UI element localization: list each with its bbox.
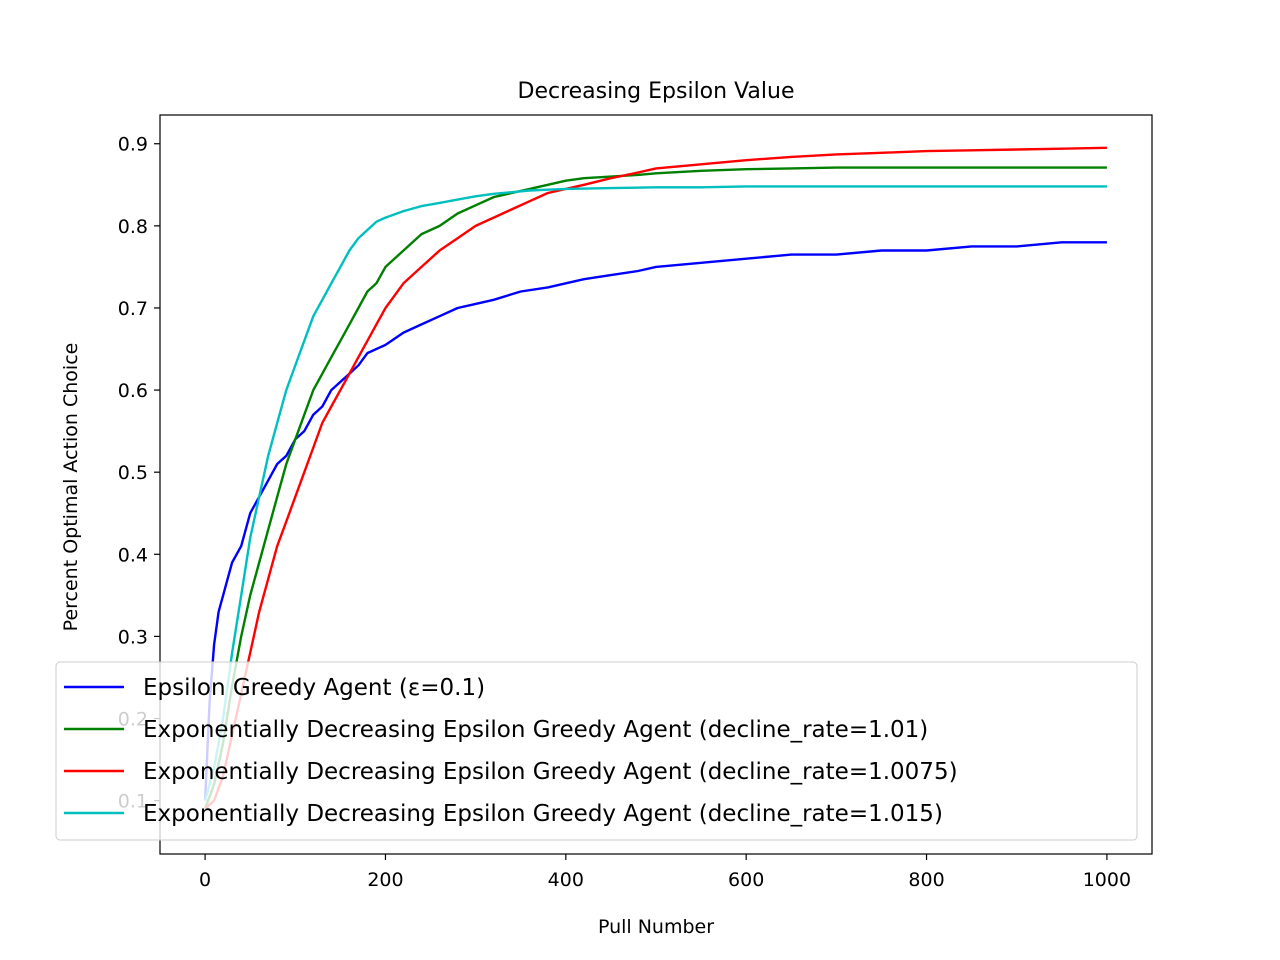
x-axis: 0 200 400 600 800 1000 bbox=[199, 854, 1131, 891]
y-tick-label: 0.3 bbox=[118, 626, 148, 648]
y-tick-label: 0.7 bbox=[118, 298, 148, 320]
chart-title: Decreasing Epsilon Value bbox=[518, 79, 795, 104]
series-line-2 bbox=[203, 166, 1107, 810]
series-layer bbox=[203, 146, 1107, 810]
x-tick-label: 800 bbox=[908, 869, 944, 891]
y-axis-label: Percent Optimal Action Choice bbox=[60, 343, 82, 632]
y-tick-label: 0.4 bbox=[118, 544, 148, 566]
x-tick-label: 600 bbox=[728, 869, 764, 891]
y-tick-label: 0.9 bbox=[118, 134, 148, 156]
y-tick-label: 0.6 bbox=[118, 380, 148, 402]
x-tick-label: 0 bbox=[199, 869, 211, 891]
legend: Epsilon Greedy Agent (ε=0.1) Exponentiall… bbox=[55, 661, 1138, 841]
y-tick-label: 0.8 bbox=[118, 216, 148, 238]
plot-frame bbox=[159, 114, 1153, 855]
series-line-1 bbox=[203, 241, 1107, 801]
x-axis-label: Pull Number bbox=[598, 916, 714, 938]
series-line-3 bbox=[204, 146, 1107, 810]
legend-label: Epsilon Greedy Agent (ε=0.1) bbox=[143, 675, 485, 701]
series-line-4 bbox=[203, 185, 1107, 801]
legend-label: Exponentially Decreasing Epsilon Greedy … bbox=[143, 801, 943, 827]
x-tick-label: 400 bbox=[548, 869, 584, 891]
legend-box bbox=[55, 661, 1138, 841]
x-tick-label: 200 bbox=[367, 869, 403, 891]
legend-label: Exponentially Decreasing Epsilon Greedy … bbox=[143, 717, 928, 743]
legend-label: Exponentially Decreasing Epsilon Greedy … bbox=[143, 759, 958, 785]
x-tick-label: 1000 bbox=[1083, 869, 1131, 891]
y-tick-label: 0.5 bbox=[118, 462, 148, 484]
